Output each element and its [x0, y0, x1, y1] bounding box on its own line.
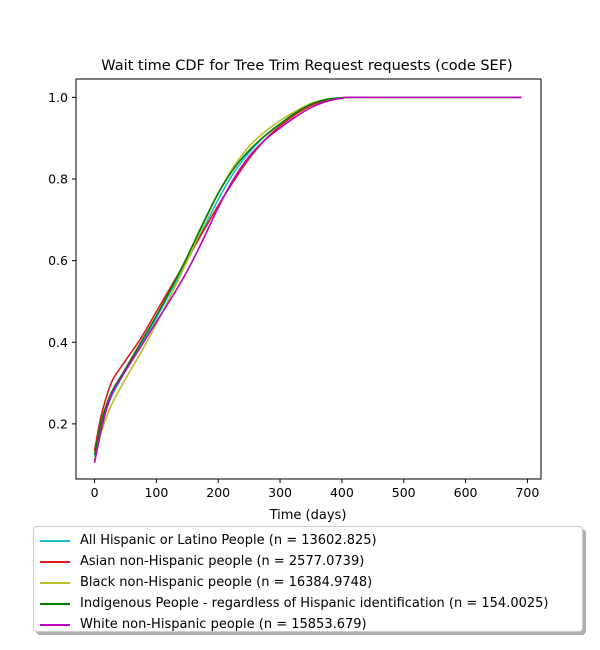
legend-label: Black non-Hispanic people (n = 16384.974… [80, 575, 373, 590]
x-axis-label: Time (days) [269, 508, 347, 523]
x-tick-label: 400 [330, 485, 354, 500]
legend-swatch [40, 560, 70, 563]
x-tick-label: 200 [206, 485, 230, 500]
series-line-3 [93, 96, 522, 455]
legend-label: Asian non-Hispanic people (n = 2577.0739… [80, 554, 365, 569]
plot-frame [75, 78, 542, 480]
legend-label: Indigenous People - regardless of Hispan… [80, 596, 549, 611]
x-tick-label: 700 [515, 485, 539, 500]
chart-title: Wait time CDF for Tree Trim Request requ… [101, 58, 512, 74]
legend-swatch [40, 581, 70, 584]
legend-item: Black non-Hispanic people (n = 16384.974… [40, 572, 576, 593]
legend-item: White non-Hispanic people (n = 15853.679… [40, 614, 576, 635]
x-tick-label: 300 [268, 485, 292, 500]
y-tick-label: 0.6 [48, 253, 68, 268]
legend-label: White non-Hispanic people (n = 15853.679… [80, 617, 367, 632]
series-line-2 [93, 96, 522, 461]
y-tick-label: 0.8 [48, 172, 68, 187]
x-tick-label: 100 [144, 485, 168, 500]
legend-item: All Hispanic or Latino People (n = 13602… [40, 530, 576, 551]
y-tick-label: 1.0 [48, 90, 68, 105]
series-lines [93, 96, 522, 463]
legend-swatch [40, 623, 70, 626]
legend-swatch [40, 539, 70, 542]
legend-item: Asian non-Hispanic people (n = 2577.0739… [40, 551, 576, 572]
axes: 0 100 200 300 400 500 600 700 0.2 0.4 0.6 0.8 1.0 [48, 90, 539, 500]
series-line-1 [93, 96, 522, 451]
y-tick-label: 0.4 [48, 335, 68, 350]
legend: All Hispanic or Latino People (n = 13602… [33, 526, 583, 632]
legend-label: All Hispanic or Latino People (n = 13602… [80, 533, 377, 548]
x-tick-label: 500 [392, 485, 416, 500]
x-tick-label: 0 [91, 485, 99, 500]
legend-swatch [40, 602, 70, 605]
series-line-4 [93, 96, 522, 463]
x-tick-label: 600 [454, 485, 478, 500]
legend-item: Indigenous People - regardless of Hispan… [40, 593, 576, 614]
y-tick-label: 0.2 [48, 416, 68, 431]
series-line-0 [93, 96, 522, 457]
